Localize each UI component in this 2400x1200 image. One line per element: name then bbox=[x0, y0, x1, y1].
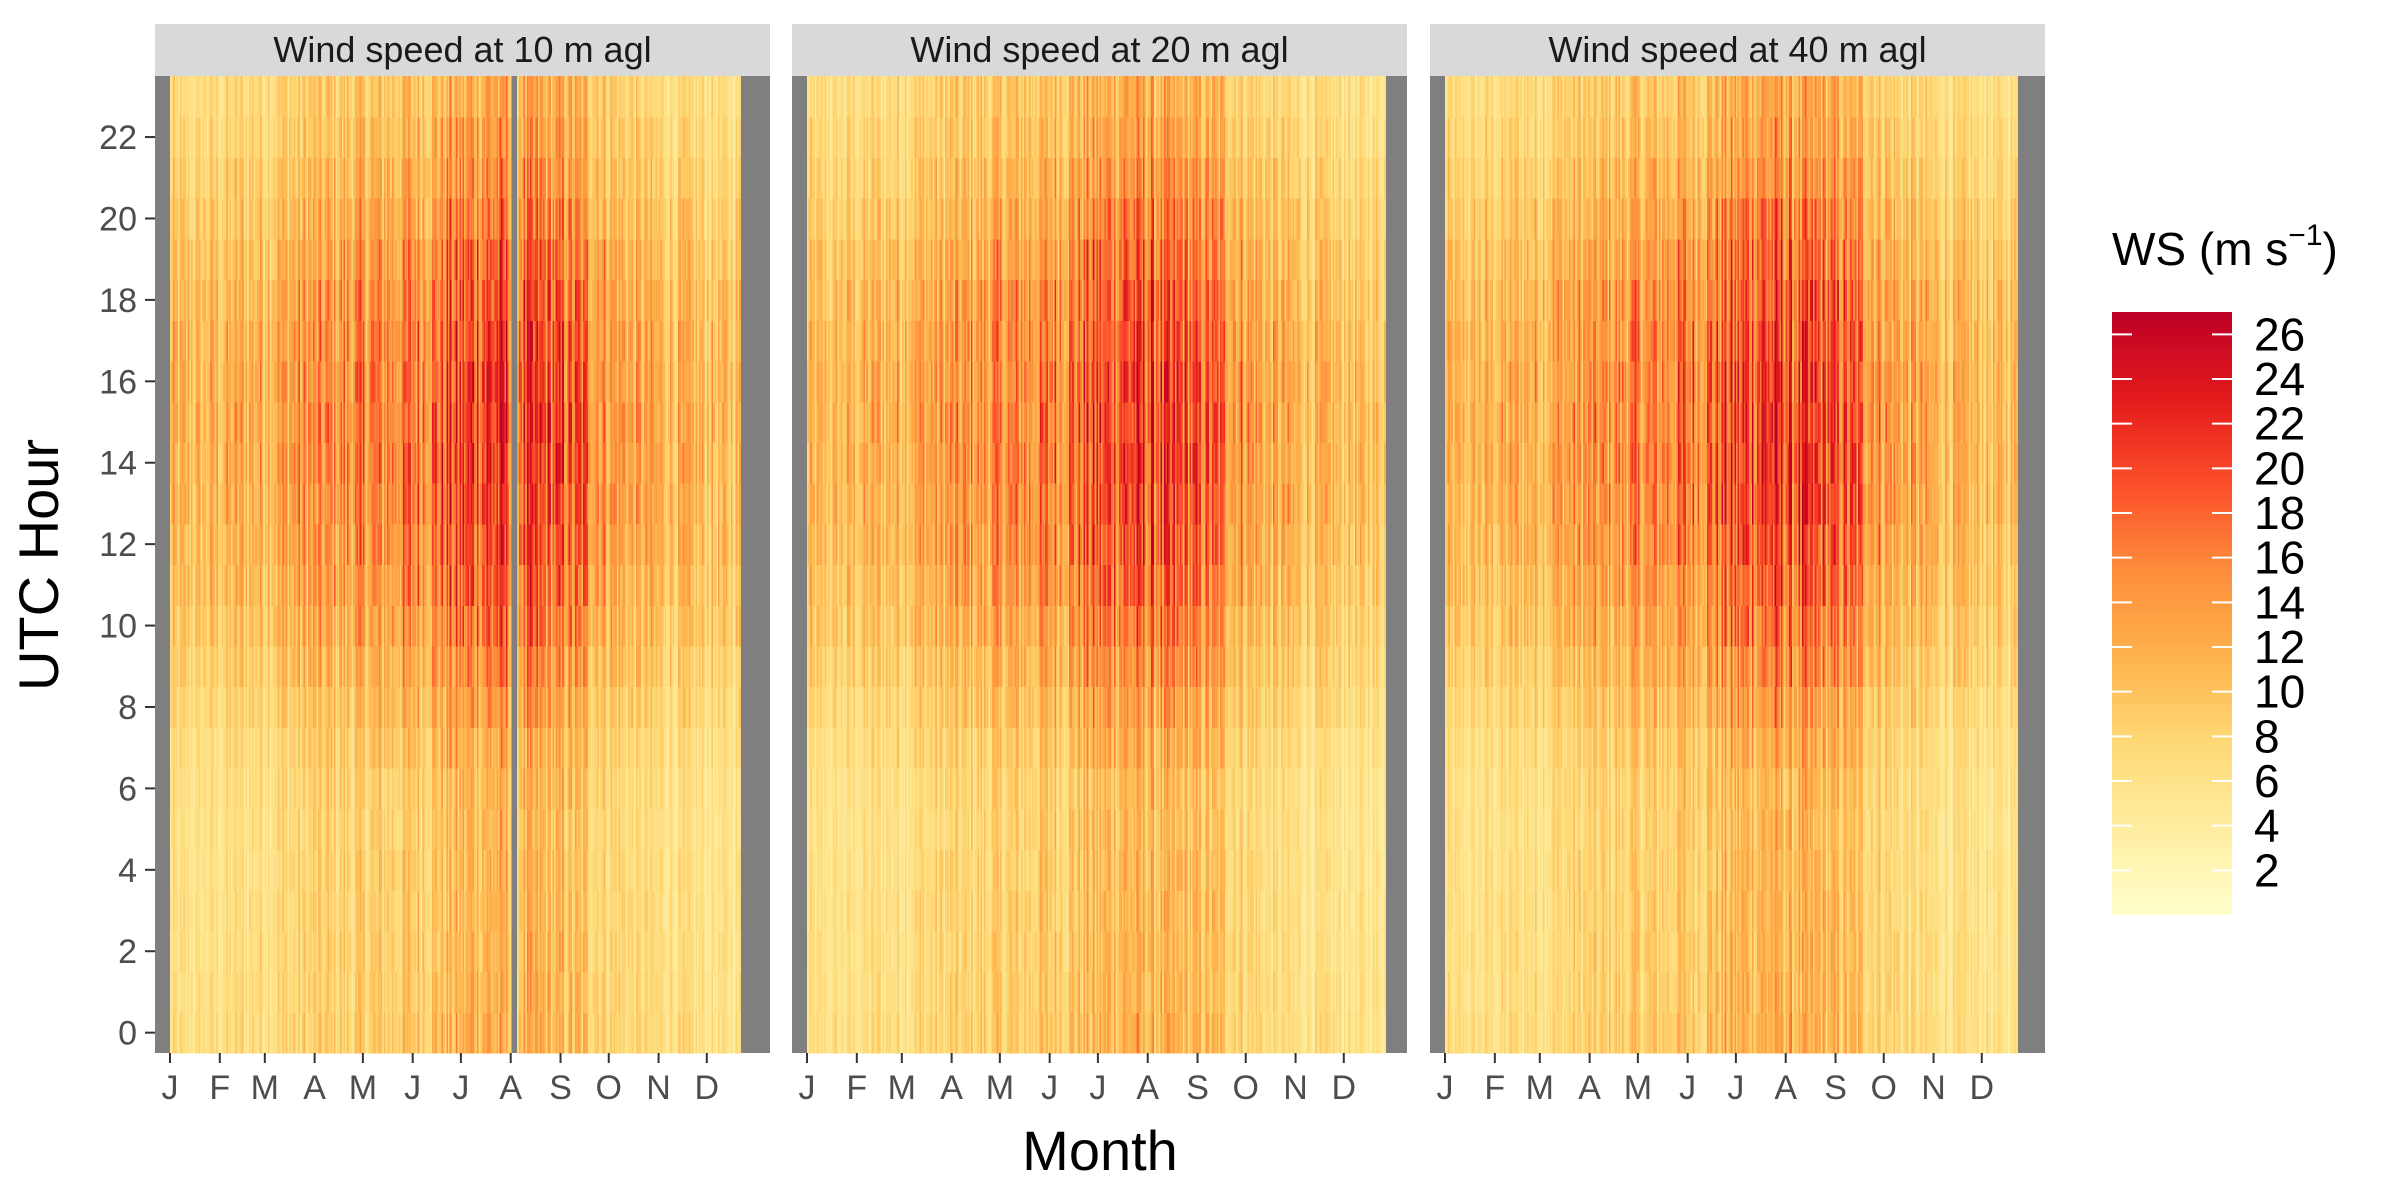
heatmap-cells bbox=[170, 76, 741, 1054]
panel-title: Wind speed at 10 m agl bbox=[273, 29, 651, 70]
